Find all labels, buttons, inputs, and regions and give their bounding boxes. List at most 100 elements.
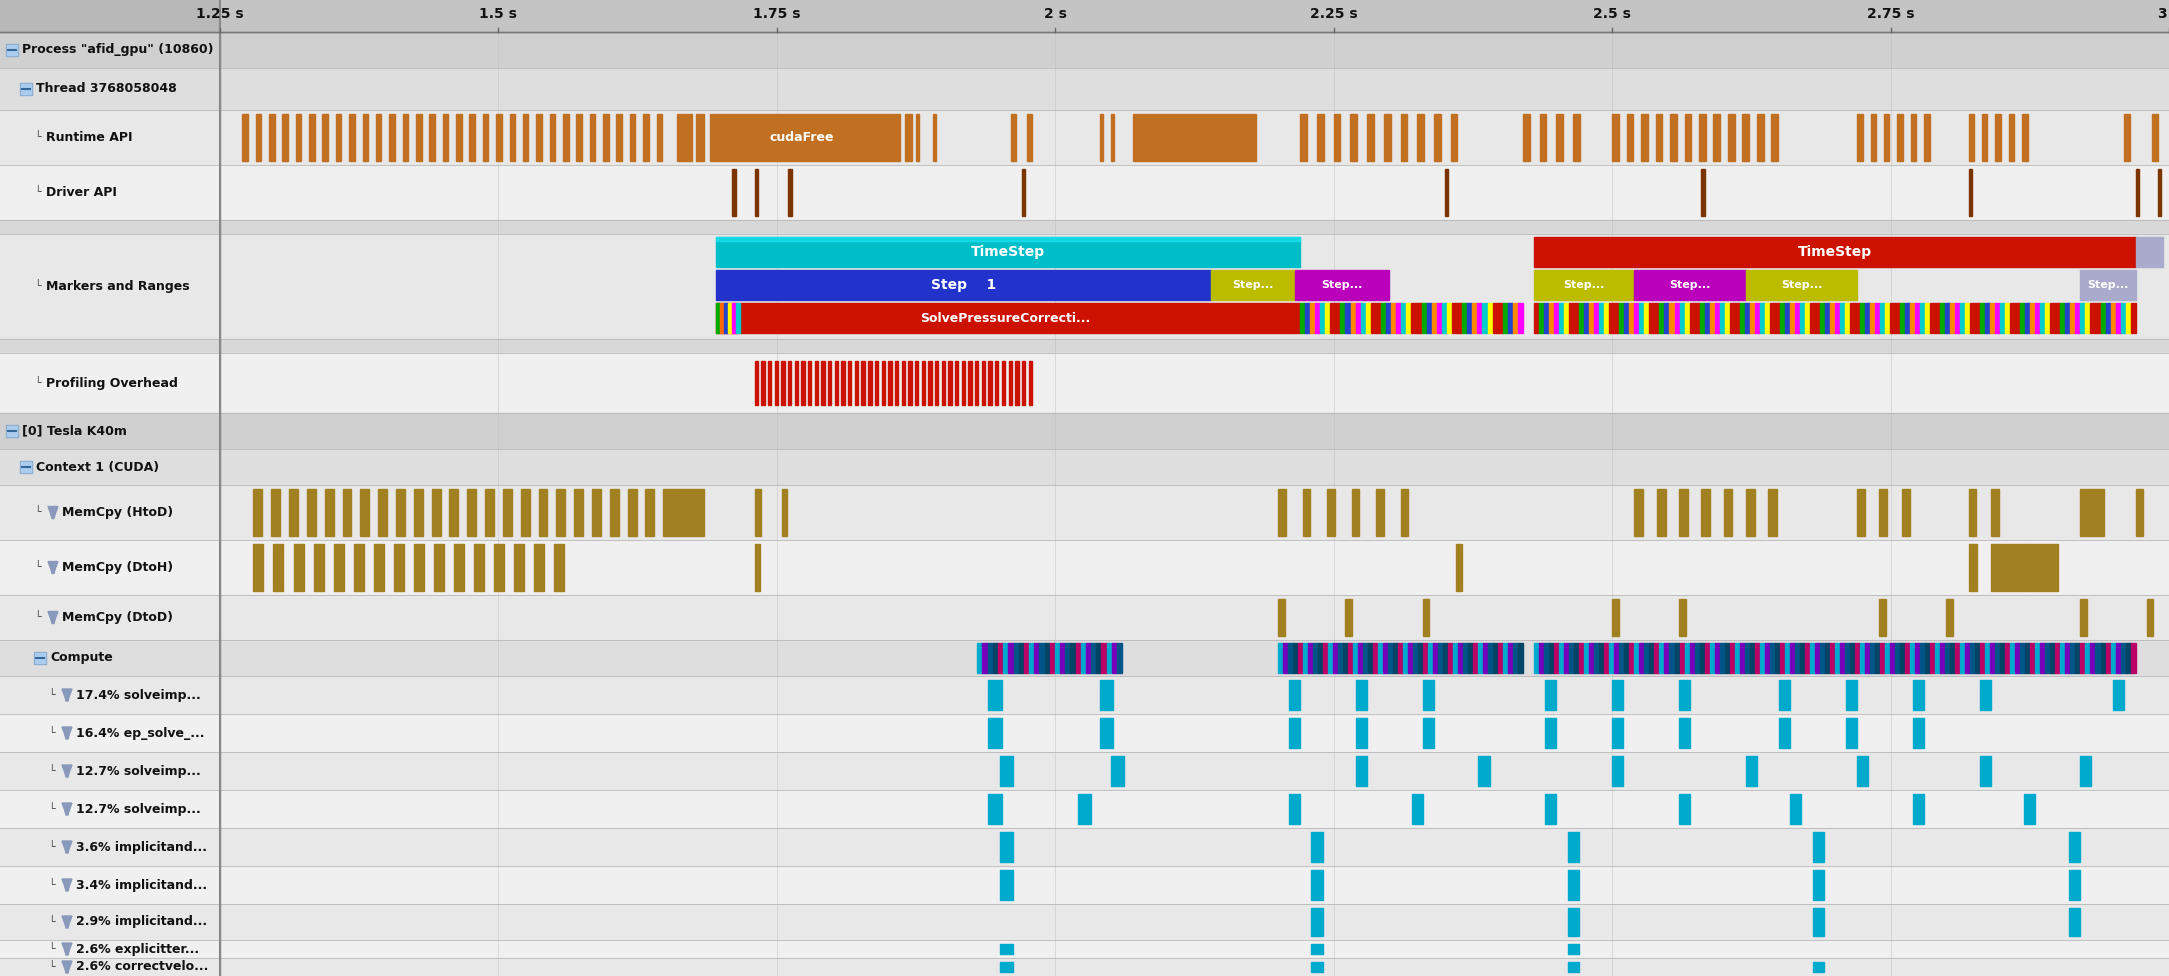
Bar [1453, 643, 1458, 673]
Bar [1397, 303, 1401, 333]
Bar [794, 361, 798, 405]
Bar [1815, 643, 1820, 673]
Bar [1076, 643, 1080, 673]
Bar [373, 544, 384, 591]
Polygon shape [63, 803, 72, 811]
Text: 2.5 s: 2.5 s [1594, 7, 1631, 21]
Bar [1091, 643, 1095, 673]
Bar [0, 940, 2169, 958]
Bar [1375, 489, 1384, 536]
Bar [1132, 114, 1256, 161]
Text: 2 s: 2 s [1043, 7, 1067, 21]
Text: 3.6% implicitand...: 3.6% implicitand... [76, 840, 206, 853]
Bar [1050, 643, 1054, 673]
Bar [1785, 303, 1789, 333]
Bar [1935, 303, 1939, 333]
Bar [1954, 643, 1961, 673]
Bar [2011, 303, 2015, 333]
Bar [521, 489, 529, 536]
Bar [2076, 303, 2080, 333]
Bar [0, 595, 2169, 640]
Bar [2011, 643, 2015, 673]
Bar [1674, 643, 1679, 673]
Bar [1575, 643, 1579, 673]
Bar [609, 489, 618, 536]
Bar [1473, 303, 1477, 333]
Bar [1499, 643, 1503, 673]
Text: └: └ [48, 880, 54, 890]
Bar [1716, 303, 1720, 333]
Bar [1427, 303, 1432, 333]
Bar [1000, 832, 1013, 862]
Bar [534, 544, 544, 591]
Bar [1781, 303, 1785, 333]
Bar [469, 114, 475, 161]
Bar [1770, 643, 1774, 673]
Bar [2069, 908, 2080, 936]
Bar [1401, 489, 1408, 536]
Bar [1980, 680, 1991, 710]
Bar [1568, 643, 1575, 673]
Bar [2123, 114, 2130, 161]
Bar [1518, 303, 1523, 333]
Bar [1503, 303, 1507, 333]
Bar [1995, 643, 2000, 673]
Bar [1991, 303, 1995, 333]
Polygon shape [63, 689, 72, 697]
Bar [1377, 643, 1384, 673]
Bar [1022, 361, 1026, 405]
Bar [1024, 643, 1028, 673]
Bar [0, 676, 2169, 714]
Bar [256, 114, 260, 161]
Bar [1742, 114, 1748, 161]
Bar [1399, 643, 1403, 673]
Bar [1839, 303, 1846, 333]
Bar [1117, 643, 1121, 673]
Bar [1774, 303, 1781, 333]
Bar [1694, 643, 1700, 673]
Bar [377, 489, 386, 536]
Text: └: └ [48, 917, 54, 927]
Bar [1278, 643, 1284, 673]
Bar [536, 114, 542, 161]
Bar [20, 83, 33, 95]
Bar [809, 361, 811, 405]
Bar [1690, 643, 1694, 673]
Bar [1609, 643, 1614, 673]
Bar [1575, 303, 1579, 333]
Bar [1004, 643, 1009, 673]
Bar [1889, 643, 1896, 673]
Bar [2069, 832, 2080, 862]
Bar [1406, 303, 1412, 333]
Bar [2024, 794, 2035, 824]
Bar [1980, 643, 1985, 673]
Bar [1299, 303, 1306, 333]
Bar [1870, 114, 1876, 161]
Bar [1317, 114, 1323, 161]
Bar [0, 32, 2169, 68]
Bar [1609, 303, 1614, 333]
Bar [486, 489, 495, 536]
Bar [783, 489, 787, 536]
Bar [874, 361, 878, 405]
Text: Step...: Step... [1564, 280, 1605, 290]
Bar [1288, 680, 1299, 710]
Bar [375, 114, 382, 161]
Bar [1392, 643, 1399, 673]
Bar [0, 413, 2169, 449]
Bar [1573, 114, 1579, 161]
Bar [1861, 643, 1865, 673]
Bar [2121, 303, 2126, 333]
Bar [816, 361, 818, 405]
Bar [1492, 303, 1497, 333]
Bar [1755, 303, 1759, 333]
Bar [1321, 303, 1325, 333]
Bar [1857, 114, 1863, 161]
Text: 1.25 s: 1.25 s [195, 7, 243, 21]
Bar [1451, 114, 1458, 161]
Bar [1670, 303, 1674, 333]
Bar [1768, 489, 1776, 536]
Bar [2091, 643, 2095, 673]
Polygon shape [65, 924, 69, 928]
Bar [1976, 643, 1980, 673]
